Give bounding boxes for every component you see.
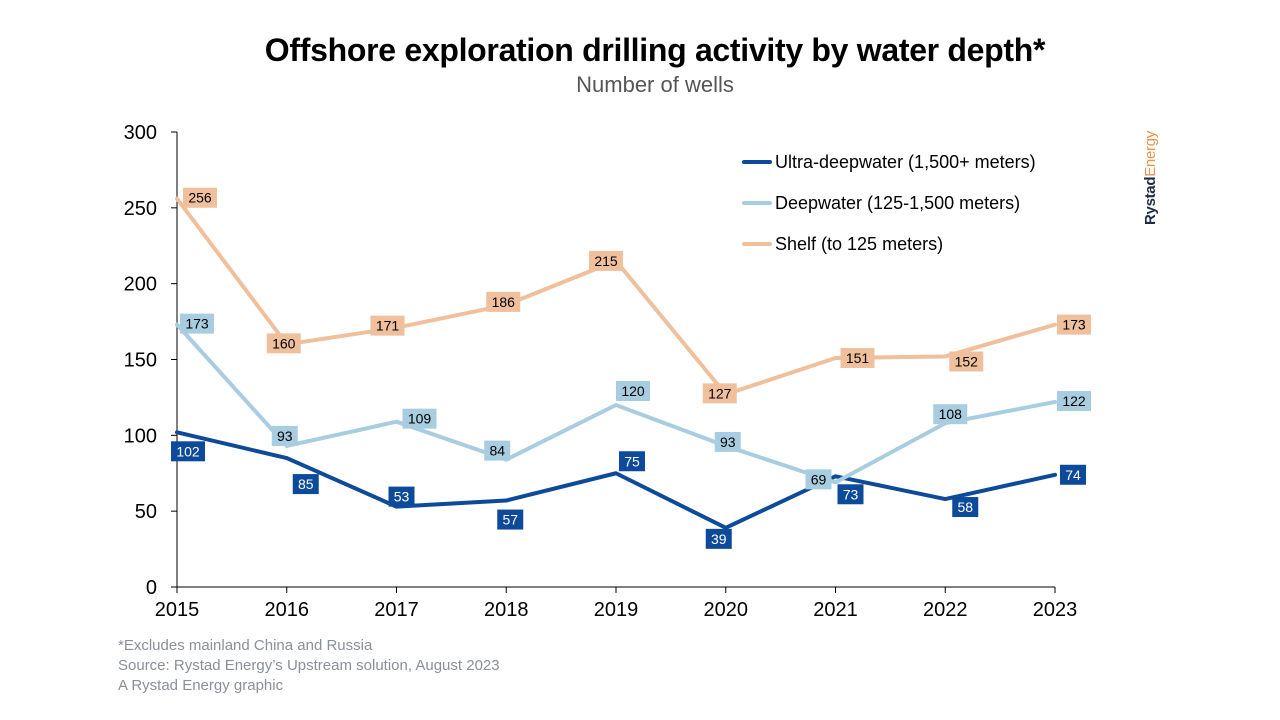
logo-part-rystad: Rystad (1142, 176, 1159, 225)
footnotes: *Excludes mainland China and Russia Sour… (118, 636, 500, 696)
chart-subtitle: Number of wells (576, 72, 734, 97)
y-tick-label: 300 (124, 122, 157, 144)
data-label-box-s1-p2 (402, 408, 437, 429)
data-label-box-s0-p7 (952, 497, 979, 518)
data-label-s2-p7: 152 (955, 353, 979, 369)
data-label-s1-p2: 109 (408, 411, 432, 427)
legend-label-1: Deepwater (125-1,500 meters) (775, 193, 1020, 213)
y-tick-label: 250 (124, 198, 157, 220)
logo-part-energy: Energy (1142, 131, 1159, 177)
data-label-s2-p4: 215 (594, 253, 618, 269)
x-tick-label: 2016 (265, 599, 310, 621)
data-label-box-s0-p8 (1060, 464, 1086, 485)
data-label-s2-p6: 151 (846, 350, 870, 366)
data-label-box-s1-p4 (616, 381, 650, 401)
data-label-s1-p0: 173 (185, 316, 209, 332)
data-label-box-s1-p1 (271, 425, 298, 446)
data-label-box-s2-p3 (486, 291, 521, 312)
x-tick-label: 2015 (155, 599, 200, 621)
footnote-exclusion: *Excludes mainland China and Russia (118, 637, 373, 654)
data-label-s1-p6: 69 (811, 471, 827, 487)
data-label-box-s0-p2 (388, 486, 415, 507)
data-label-box-s0-p1 (292, 474, 319, 495)
data-label-box-s1-p6 (805, 469, 832, 490)
data-label-s0-p1: 85 (298, 476, 314, 492)
data-label-box-s1-p8 (1057, 390, 1091, 411)
data-label-s1-p3: 84 (489, 443, 505, 459)
data-label-box-s0-p0 (171, 441, 205, 462)
chart-title: Offshore exploration drilling activity b… (264, 32, 1046, 68)
data-label-s0-p4: 75 (624, 453, 640, 469)
legend-label-0: Ultra-deepwater (1,500+ meters) (775, 152, 1036, 172)
data-label-s0-p7: 58 (957, 499, 973, 515)
x-tick-label: 2021 (813, 599, 858, 621)
y-tick-label: 150 (124, 350, 157, 372)
footnote-credit: A Rystad Energy graphic (118, 677, 284, 694)
x-tick-label: 2018 (484, 599, 529, 621)
data-label-s1-p7: 108 (939, 406, 963, 422)
y-tick-label: 200 (124, 274, 157, 296)
data-label-s1-p4: 120 (621, 383, 645, 399)
series-line-1 (175, 322, 1057, 485)
data-label-box-s2-p8 (1057, 314, 1091, 335)
series-line-2 (175, 196, 1057, 397)
data-label-box-s0-p6 (837, 484, 864, 505)
data-label-box-s2-p2 (370, 315, 405, 336)
data-label-box-s1-p0 (180, 313, 214, 334)
y-tick-label: 100 (124, 425, 157, 447)
rystad-energy-logo: RystadEnergy (1142, 115, 1164, 225)
data-label-s2-p2: 171 (376, 318, 400, 334)
data-label-s2-p8: 173 (1062, 317, 1086, 333)
data-label-s0-p6: 73 (843, 486, 859, 502)
x-tick-label: 2023 (1033, 599, 1078, 621)
data-label-box-s2-p5 (702, 383, 737, 404)
data-label-box-s0-p3 (497, 509, 524, 530)
data-label-s0-p3: 57 (502, 512, 518, 528)
data-label-box-s0-p4 (619, 451, 645, 472)
data-label-s0-p5: 39 (711, 531, 727, 547)
data-label-s1-p5: 93 (720, 434, 736, 450)
y-tick-label: 50 (135, 501, 157, 523)
data-label-box-s2-p7 (949, 351, 984, 372)
data-label-s2-p3: 186 (492, 294, 516, 310)
data-label-box-s1-p7 (933, 404, 968, 425)
data-label-box-s2-p4 (589, 250, 623, 271)
data-label-box-s1-p3 (484, 440, 511, 461)
x-tick-label: 2019 (594, 599, 639, 621)
data-label-s2-p1: 160 (272, 335, 296, 351)
y-tick-label: 0 (146, 577, 157, 599)
data-label-s1-p8: 122 (1062, 393, 1086, 409)
data-label-s1-p1: 93 (277, 428, 293, 444)
data-label-box-s1-p5 (714, 431, 741, 452)
data-label-s2-p0: 256 (188, 190, 212, 206)
legend-label-2: Shelf (to 125 meters) (775, 234, 943, 254)
x-tick-label: 2020 (704, 599, 749, 621)
data-label-box-s2-p0 (183, 187, 217, 208)
x-tick-label: 2017 (374, 599, 419, 621)
series-line-0 (175, 430, 1057, 530)
data-label-box-s2-p6 (840, 347, 875, 368)
data-label-s0-p0: 102 (176, 443, 200, 459)
data-label-box-s2-p1 (266, 333, 301, 354)
data-label-s2-p5: 127 (708, 385, 732, 401)
footnote-source: Source: Rystad Energy’s Upstream solutio… (118, 657, 500, 674)
data-label-s0-p2: 53 (394, 489, 410, 505)
x-tick-label: 2022 (923, 599, 968, 621)
data-label-box-s0-p5 (705, 528, 732, 549)
data-label-s0-p8: 74 (1065, 467, 1081, 483)
